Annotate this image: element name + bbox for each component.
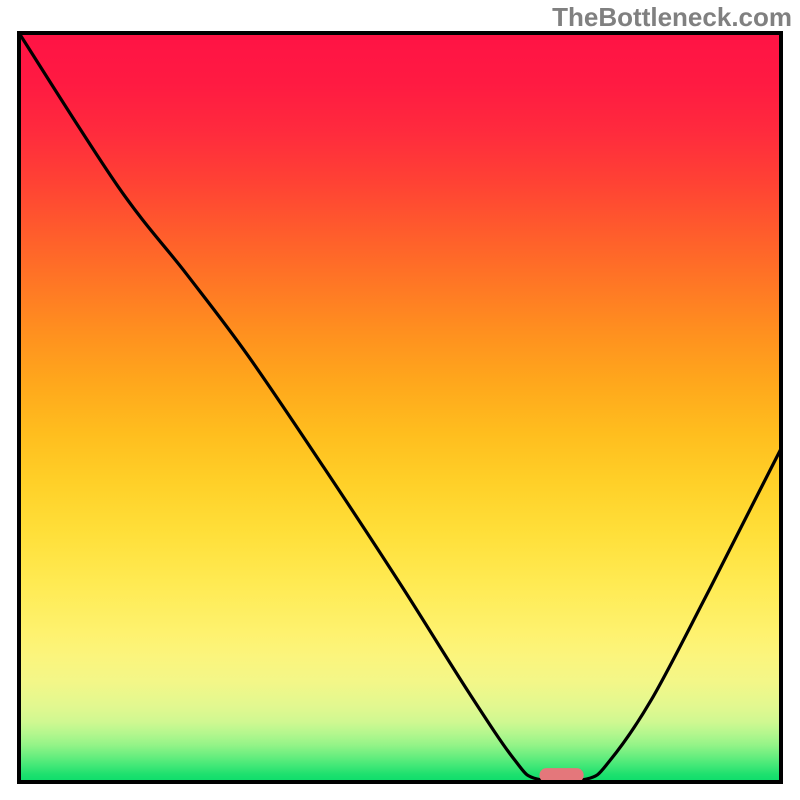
watermark-text: TheBottleneck.com [552, 2, 792, 33]
bottleneck-curve-chart [0, 0, 800, 800]
chart-container: TheBottleneck.com [0, 0, 800, 800]
